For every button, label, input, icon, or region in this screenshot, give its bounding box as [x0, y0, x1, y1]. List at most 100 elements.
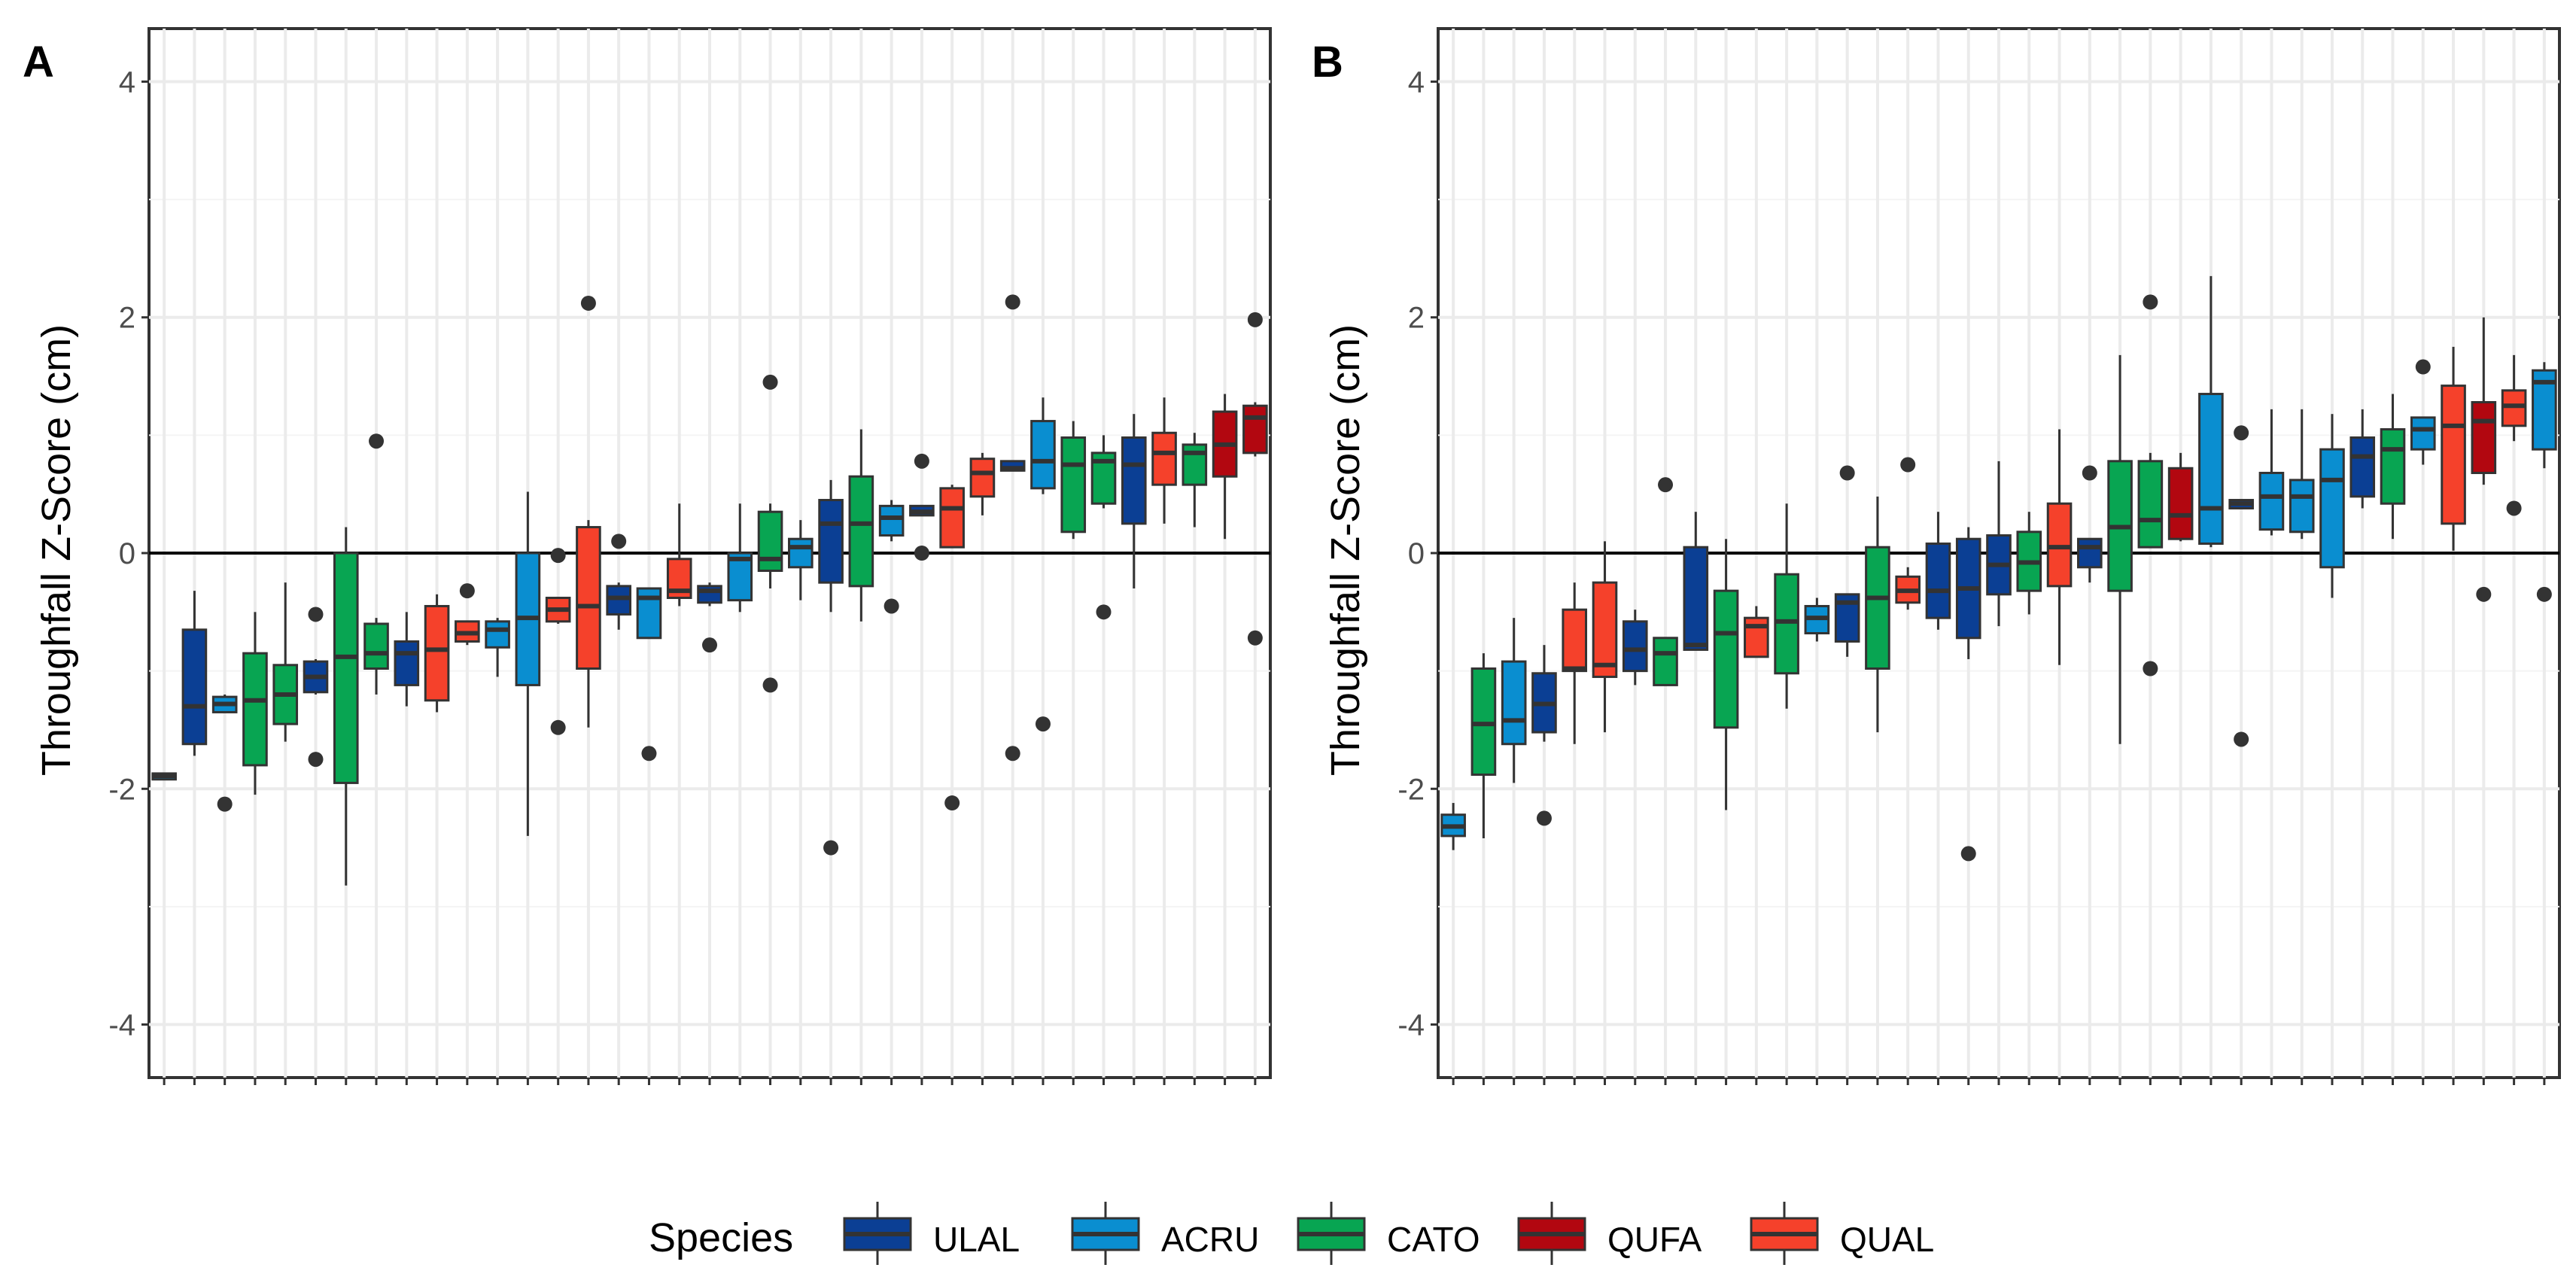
boxplot-ulal	[606, 534, 631, 630]
outlier-point	[1247, 630, 1263, 646]
boxplot-ulal	[303, 607, 329, 768]
boxplot-ulal	[909, 453, 935, 561]
box-body	[1774, 573, 1799, 675]
outlier-point	[2506, 500, 2522, 516]
legend-title: Species	[649, 1215, 793, 1260]
outlier-point	[369, 433, 385, 449]
panel-b: B Throughfall Z-Score (cm) -4 -2 0 2 4	[1312, 27, 2561, 1085]
legend-item-qual: QUAL	[1750, 1202, 1934, 1265]
boxplot-qufa	[2167, 452, 2194, 542]
box-body	[1622, 620, 1648, 673]
outlier-point	[914, 453, 929, 469]
legend: Species ULAL ACRU CATO QUFA QUAL	[649, 1202, 1934, 1265]
boxplot-qual	[1744, 606, 1769, 658]
outlier-point	[2415, 359, 2431, 375]
boxplot-qufa	[1212, 394, 1238, 540]
box-body	[1713, 589, 1739, 729]
box-body	[1470, 667, 1497, 776]
legend-items: ULAL ACRU CATO QUFA QUAL	[843, 1202, 1934, 1265]
outlier-point	[1900, 457, 1916, 473]
boxplot-ulal	[1834, 465, 1860, 657]
boxplot-qual	[666, 503, 692, 607]
box-body	[1060, 436, 1087, 534]
boxplot-ulal	[1925, 512, 1951, 630]
boxplot-qual	[1562, 582, 1588, 744]
box-body	[2471, 401, 2497, 474]
box-body	[333, 552, 359, 784]
boxplot-cato	[1090, 435, 1117, 620]
boxplot-ulal	[1955, 527, 1981, 862]
outlier-point	[1035, 716, 1051, 732]
boxplot-ulal	[2228, 425, 2254, 747]
outlier-point	[884, 598, 899, 614]
boxplot-ulal	[2077, 465, 2103, 583]
boxplot-acru	[2410, 359, 2436, 465]
box-body	[1151, 431, 1177, 486]
outlier-point	[914, 546, 929, 561]
box-body	[757, 510, 783, 572]
box-body	[181, 628, 208, 746]
box-body	[1501, 660, 1527, 746]
panel-b-tag: B	[1312, 38, 1343, 87]
outlier-point	[1247, 312, 1263, 327]
boxplot-qual	[2046, 429, 2073, 665]
boxplot-cato	[1653, 477, 1678, 686]
boxplot-qual	[1151, 397, 1177, 524]
boxplot-ulal	[394, 612, 420, 707]
box-body	[576, 526, 601, 670]
box-body	[2410, 416, 2436, 451]
outlier-point	[1839, 465, 1855, 481]
legend-item-cato: CATO	[1297, 1202, 1480, 1265]
y-tick-label: -4	[108, 1009, 135, 1042]
boxplot-qual	[455, 583, 480, 646]
boxplot-cato	[2137, 294, 2164, 676]
outlier-point	[1960, 846, 1976, 862]
box-body	[818, 499, 844, 584]
boxplot-qufa	[2471, 317, 2497, 602]
y-tick-label: 0	[1408, 537, 1425, 570]
box-body	[1683, 546, 1709, 651]
boxplot-cato	[1182, 433, 1208, 527]
boxplot-ulal	[1683, 512, 1709, 651]
boxplot-ulal	[1622, 610, 1648, 686]
box-body	[2258, 471, 2285, 531]
boxplot-cato	[272, 582, 299, 742]
box-body	[2198, 393, 2224, 545]
boxplot-cato	[1470, 653, 1497, 839]
legend-label-ulal: ULAL	[933, 1220, 1020, 1259]
outlier-point	[459, 583, 475, 599]
y-tick-label: 2	[119, 302, 135, 335]
box-body	[242, 652, 268, 767]
boxplot-acru	[515, 491, 541, 836]
boxplot-acru	[151, 772, 177, 781]
outlier-point	[2536, 586, 2552, 602]
boxplot-qual	[1895, 457, 1921, 610]
box-body	[1865, 546, 1890, 670]
boxplot-acru	[1804, 597, 1830, 642]
outlier-point	[217, 796, 233, 812]
outlier-point	[1536, 810, 1552, 826]
box-body	[2349, 436, 2376, 498]
boxplot-ulal	[1121, 414, 1147, 588]
box-body	[2046, 502, 2073, 588]
outlier-point	[702, 637, 717, 653]
boxplot-qual	[424, 594, 450, 713]
box-body	[2501, 389, 2527, 427]
box-body	[848, 475, 874, 588]
boxplot-ulal	[818, 479, 844, 856]
panel-a-y-axis-title: Throughfall Z-Score (cm)	[34, 324, 79, 776]
outlier-point	[611, 534, 627, 549]
boxplot-acru	[636, 587, 662, 762]
y-tick-label: -2	[1397, 773, 1425, 806]
outlier-point	[1005, 294, 1020, 310]
outlier-point	[762, 677, 778, 693]
panel-a: A Throughfall Z-Score (cm) -4 -2 0 2 4	[23, 27, 1272, 1085]
boxplot-qual	[2501, 354, 2527, 516]
outlier-point	[550, 719, 566, 735]
box-body	[878, 504, 905, 537]
outlier-point	[2234, 425, 2249, 441]
outlier-point	[2143, 294, 2158, 310]
boxplot-ulal	[697, 582, 722, 653]
outlier-point	[2476, 586, 2492, 602]
